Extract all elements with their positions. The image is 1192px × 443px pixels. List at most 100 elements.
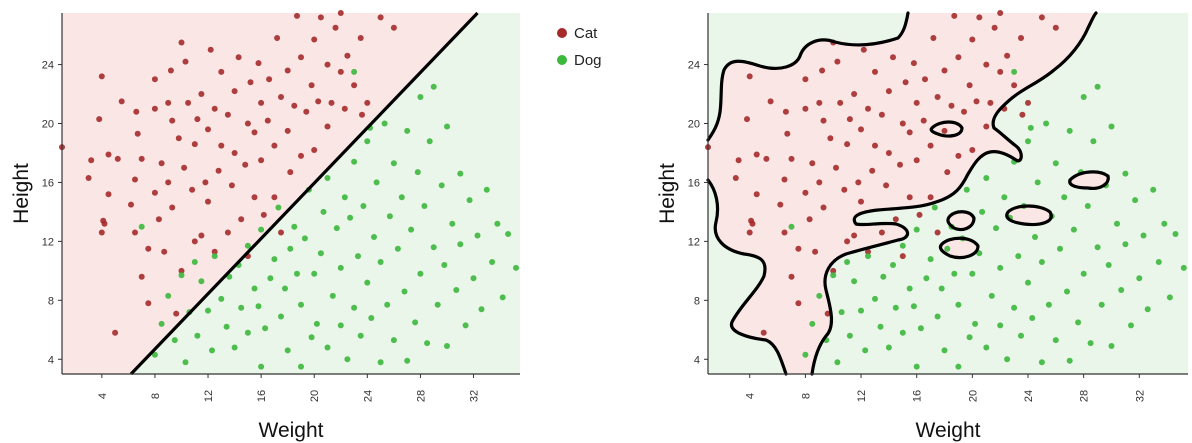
left-dog-point bbox=[401, 288, 408, 295]
left-cat-point bbox=[151, 105, 158, 112]
left-cat-point bbox=[151, 76, 158, 83]
right-cat-point bbox=[878, 229, 885, 236]
right-dog-point bbox=[963, 186, 970, 193]
left-cat-point bbox=[337, 10, 344, 16]
left-dog-point bbox=[438, 182, 445, 189]
left-dog-point bbox=[209, 347, 215, 354]
right-dog-point bbox=[1090, 138, 1097, 145]
left-dog-point bbox=[282, 285, 288, 292]
right-dog-point bbox=[1150, 186, 1157, 193]
right-dog-point bbox=[1084, 203, 1091, 209]
right-dog-point bbox=[993, 225, 999, 232]
right-cat-point bbox=[955, 152, 962, 159]
right-dog-point bbox=[951, 270, 958, 277]
left-cat-point bbox=[191, 238, 198, 245]
right-cat-point bbox=[844, 141, 851, 148]
right-cat-point bbox=[966, 82, 973, 89]
left-dog-point bbox=[298, 363, 304, 370]
right-dog-point bbox=[1128, 322, 1134, 329]
left-dog-point bbox=[320, 208, 327, 215]
left-dog-point bbox=[294, 270, 300, 277]
left-dog-point bbox=[194, 332, 201, 339]
right-cat-point bbox=[910, 60, 917, 67]
right-y-tick-label: 20 bbox=[688, 119, 700, 131]
left-cat-point bbox=[138, 155, 145, 162]
right-cat-point bbox=[746, 229, 753, 236]
left-dog-point bbox=[275, 204, 282, 211]
left-cat-point bbox=[105, 151, 112, 158]
right-boundary-main-upper bbox=[706, 11, 910, 142]
right-dog-point bbox=[1034, 179, 1041, 186]
left-dog-point bbox=[417, 94, 424, 100]
right-cat-point bbox=[860, 46, 867, 53]
left-dog-point bbox=[191, 259, 198, 265]
left-dog-point bbox=[171, 337, 178, 344]
right-cat-point bbox=[997, 68, 1004, 75]
right-cat-point bbox=[983, 123, 990, 130]
left-cat-point bbox=[284, 127, 291, 134]
left-dog-point bbox=[373, 179, 380, 186]
right-cat-point bbox=[753, 191, 760, 198]
left-dog-point bbox=[364, 279, 371, 286]
right-dog-point bbox=[788, 223, 795, 230]
right-dog-point bbox=[988, 292, 995, 299]
left-cat-point bbox=[264, 117, 271, 124]
left-cat-point bbox=[324, 61, 331, 68]
left-dog-point bbox=[351, 304, 358, 311]
left-cat-point bbox=[96, 116, 103, 123]
right-cat-point bbox=[899, 120, 906, 127]
right-dog-point bbox=[1155, 259, 1162, 265]
left-cat-point bbox=[271, 194, 278, 201]
right-cat-point bbox=[983, 61, 990, 68]
right-cat-point bbox=[878, 111, 885, 118]
right-dog-point bbox=[913, 363, 920, 370]
right-cat-point bbox=[753, 151, 760, 158]
left-cat-point bbox=[359, 111, 365, 118]
right-y-tick-label: 12 bbox=[688, 236, 700, 248]
left-cat-point bbox=[303, 108, 310, 115]
left-dog-point bbox=[494, 220, 501, 227]
left-x-tick-label: 16 bbox=[256, 390, 268, 402]
right-cat-point bbox=[746, 73, 753, 80]
right-dog-point bbox=[1004, 356, 1011, 363]
left-cat-point bbox=[205, 126, 211, 133]
left-dog-point bbox=[390, 337, 397, 344]
right-dog-point bbox=[1043, 120, 1050, 127]
left-x-axis-label: Weight bbox=[259, 419, 324, 442]
right-cat-point bbox=[844, 238, 851, 245]
left-cat-point bbox=[258, 99, 265, 106]
right-dog-point bbox=[1144, 306, 1151, 313]
left-cat-point bbox=[218, 68, 225, 75]
left-dog-point bbox=[158, 320, 165, 327]
right-dog-point bbox=[927, 256, 934, 263]
right-boundary-island-5 bbox=[938, 236, 980, 260]
left-cat-point bbox=[138, 273, 145, 280]
right-x-tick-label: 8 bbox=[800, 393, 812, 399]
left-cat-point bbox=[128, 201, 134, 208]
left-dog-point bbox=[505, 231, 512, 237]
left-cat-point bbox=[151, 189, 158, 196]
right-dog-point bbox=[966, 334, 973, 341]
left-y-tick-label: 8 bbox=[48, 295, 54, 307]
right-y-axis-label: Height bbox=[656, 163, 679, 224]
right-cat-point bbox=[987, 99, 994, 106]
right-cat-point bbox=[955, 54, 962, 61]
left-cat-point bbox=[175, 135, 182, 142]
left-cat-point bbox=[185, 99, 192, 106]
right-y-tick-label: 24 bbox=[688, 60, 700, 72]
legend-cat-marker bbox=[557, 28, 567, 38]
left-dog-point bbox=[368, 315, 375, 321]
right-cat-point bbox=[749, 220, 756, 227]
left-cat-point bbox=[145, 300, 152, 307]
right-x-axis-label: Weight bbox=[916, 419, 981, 442]
left-dog-point bbox=[457, 170, 464, 177]
left-dog-point bbox=[424, 340, 431, 347]
left-dog-point bbox=[151, 351, 158, 358]
right-cat-point bbox=[872, 68, 878, 75]
left-dog-point bbox=[258, 226, 265, 233]
right-cat-point bbox=[885, 150, 892, 156]
left-dog-point bbox=[404, 127, 411, 134]
right-x-tick-label: 32 bbox=[1134, 390, 1146, 402]
left-x-tick-label: 32 bbox=[469, 390, 481, 402]
